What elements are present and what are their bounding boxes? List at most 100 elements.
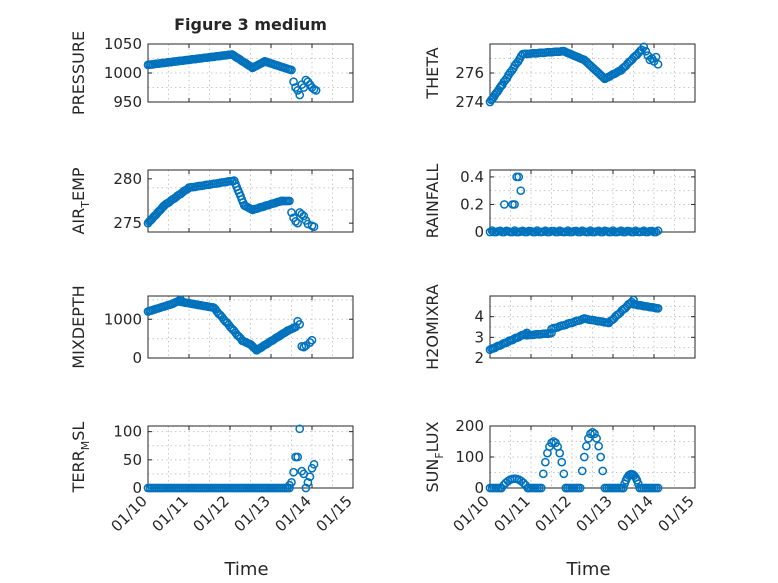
x-tick-label: 01/14 (272, 492, 315, 535)
data-point (598, 466, 608, 476)
y-axis-label: PRESSURE (69, 31, 88, 115)
data-point (653, 303, 663, 313)
y-tick-label: 950 (113, 93, 142, 111)
y-tick-label: 100 (455, 448, 484, 466)
data-point (577, 466, 587, 476)
data-point (635, 483, 645, 493)
data-point (305, 338, 315, 347)
data-point (303, 478, 313, 487)
data-point (301, 483, 311, 493)
y-tick-label: 0.2 (460, 195, 484, 213)
data-point (582, 441, 591, 451)
x-axis-label: Time (565, 559, 610, 580)
data-point (555, 448, 565, 458)
data-point (590, 429, 599, 439)
data-point (295, 424, 305, 434)
data-point (541, 457, 550, 467)
data-point (295, 319, 305, 329)
data-point (285, 196, 294, 206)
y-tick-label: 1000 (104, 64, 142, 82)
data-point (588, 427, 597, 437)
data-point (639, 42, 649, 52)
y-tick-label: 100 (113, 423, 142, 441)
data-point (547, 328, 556, 338)
data-point (557, 457, 567, 467)
axes-frame (489, 295, 696, 359)
data-point (575, 483, 585, 493)
data-point (293, 218, 302, 228)
subplot-rainfall: 0 0.2 0.4 RAINFALL (423, 164, 696, 241)
x-tick-label: 01/11 (491, 492, 534, 535)
x-tick-label: 01/13 (231, 492, 274, 535)
data-point (285, 483, 294, 493)
x-tick-label: 01/15 (655, 492, 698, 535)
data-point (600, 483, 610, 493)
data-point (297, 209, 307, 219)
x-axis-label: Time (223, 559, 268, 580)
y-axis-label: AIRTEMP (69, 167, 92, 234)
y-tick-label: 1000 (104, 310, 142, 328)
data-point (299, 211, 309, 221)
data-point (291, 217, 300, 226)
data-point (592, 434, 601, 443)
data-point (596, 452, 606, 462)
data-point (246, 62, 256, 71)
y-tick-label: 276 (455, 64, 484, 82)
y-tick-label: 275 (113, 214, 142, 232)
data-point (641, 46, 651, 56)
y-tick-label: 0 (132, 349, 142, 367)
data-point (536, 483, 546, 493)
data-point (305, 472, 315, 482)
chart-title: Figure 3 medium (174, 15, 327, 34)
subplot-h2omixra: 2 3 4 H2OMIXRA (423, 284, 696, 370)
subplot-pressure: 950 1000 1050 PRESSURE Figure 3 medium (69, 15, 354, 115)
data-point (594, 441, 604, 451)
data-point (653, 483, 663, 493)
data-point (295, 90, 305, 100)
data-point (510, 200, 519, 209)
y-tick-label: 280 (113, 170, 142, 188)
x-tick-label: 01/10 (108, 492, 151, 535)
data-point (538, 469, 548, 479)
y-tick-label: 0 (474, 479, 484, 497)
data-point (579, 452, 589, 462)
axes-frame (147, 169, 354, 233)
y-tick-label: 3 (474, 328, 484, 346)
subplot-theta: 274 276 THETA (423, 42, 696, 111)
subplot-mixdepth: 0 1000 MIXDEPTH (69, 285, 354, 369)
x-tick-label: 01/13 (573, 492, 616, 535)
y-tick-label: 0 (132, 479, 142, 497)
data-point (307, 335, 317, 345)
x-tick-label: 01/12 (532, 492, 575, 535)
data-point (618, 483, 628, 493)
x-tick-label: 01/11 (149, 492, 192, 535)
data-point (287, 478, 296, 487)
y-tick-label: 274 (455, 93, 484, 111)
data-point (500, 200, 509, 209)
data-point (586, 429, 595, 439)
data-point (561, 483, 571, 493)
y-axis-label: THETA (423, 47, 442, 99)
data-point (633, 479, 643, 489)
data-point (523, 483, 533, 493)
data-point (293, 452, 302, 462)
y-axis-label: RAINFALL (423, 164, 442, 239)
data-point (653, 226, 663, 236)
x-tick-label: 01/12 (190, 492, 233, 535)
data-point (309, 459, 319, 469)
x-tick-label: 01/10 (450, 492, 493, 535)
y-axis-label: TERRMSL (69, 422, 92, 494)
data-point (514, 172, 524, 182)
axes-frame (147, 43, 354, 103)
y-tick-label: 2 (474, 349, 484, 367)
y-axis-label: H2OMIXRA (423, 284, 442, 370)
data-point (289, 77, 298, 87)
x-tick-label: 01/15 (313, 492, 356, 535)
data-point (309, 222, 319, 232)
y-axis-label: MIXDEPTH (69, 285, 88, 368)
data-point (311, 86, 321, 95)
